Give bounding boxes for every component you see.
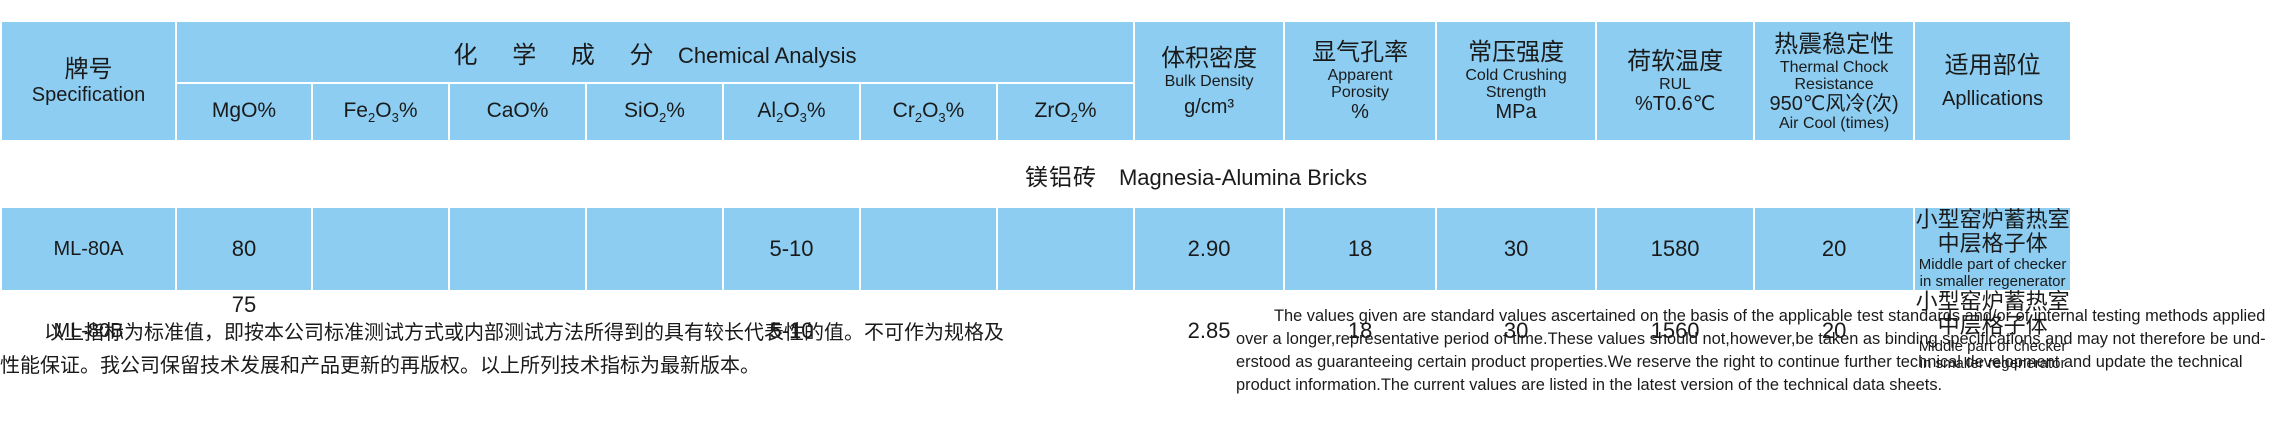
header-density-unit: g/cm³	[1184, 95, 1235, 118]
header-porosity-zh: 显气孔率	[1312, 39, 1409, 66]
header-porosity-unit: %	[1351, 101, 1369, 123]
cell-strength: 30	[1436, 290, 1597, 372]
header-rul-en: RUL	[1659, 75, 1692, 93]
cell-mgo: 75	[176, 290, 312, 372]
cell-zro2	[997, 290, 1135, 372]
cell-rul: 1560	[1596, 290, 1755, 372]
header-thermal-cond: 950℃风冷(次)	[1769, 92, 1899, 115]
cell-fe2o3	[311, 208, 450, 290]
cell-application: 小型窑炉蓄热室中层格子体 Middle part of checker in s…	[1914, 290, 2072, 372]
header-porosity-en2: Porosity	[1331, 84, 1389, 101]
cell-porosity: 18	[1283, 208, 1438, 290]
cell-strength: 30	[1435, 208, 1598, 290]
header-sio2: SiO2%	[585, 82, 724, 142]
header-cold-crushing-strength: 常压强度 Cold Crushing Strength MPa	[1435, 20, 1598, 142]
disclaimer-chinese: 以上指标为标准值，即按本公司标准测试方式或内部测试方法所得到的具有较长代表性的值…	[0, 320, 1004, 377]
header-row-elements: MgO% Fe2O3% CaO% SiO2% Al2O3% Cr2O3% ZrO…	[1, 82, 2290, 142]
header-thermal-zh: 热震稳定性	[1774, 30, 1895, 58]
header-strength-zh: 常压强度	[1468, 39, 1565, 66]
table-row: ML-80A 80 5-10 2.90 18 30 1580 20 小型窑炉蓄热…	[0, 208, 2290, 290]
disclaimer-english: The values given are standard values asc…	[1236, 307, 2266, 394]
cell-app-en: Middle part of checker in smaller regene…	[1918, 338, 2067, 372]
spec-table: 牌号 Specification 化 学 成 分 Chemical Analys…	[0, 20, 2290, 372]
header-strength-unit: MPa	[1495, 101, 1537, 123]
header-porosity-en1: Apparent	[1327, 67, 1393, 84]
header-density-en: Bulk Density	[1164, 72, 1254, 90]
header-chem-zh: 化 学 成 分	[453, 41, 668, 69]
header-applications: 适用部位 Apllications	[1913, 20, 2073, 142]
header-strength-en2: Strength	[1485, 84, 1547, 101]
cell-thermal: 20	[1753, 208, 1916, 290]
header-thermal-en2: Resistance	[1794, 75, 1874, 93]
cell-thermal: 20	[1754, 290, 1915, 372]
header-specification: 牌号 Specification	[0, 20, 177, 142]
header-rul-unit: %T0.6℃	[1634, 92, 1716, 115]
header-bulk-density: 体积密度 Bulk Density g/cm³	[1133, 20, 1286, 142]
table-row: ML-80B 75 5-10 2.85 18 30 1560 20 小型窑炉蓄热…	[1, 290, 2290, 372]
group-row: 镁铝砖 Magnesia-Alumina Bricks	[1, 141, 2290, 208]
header-strength-en1: Cold Crushing	[1465, 67, 1567, 84]
header-rul: 荷软温度 RUL %T0.6℃	[1595, 20, 1756, 142]
cell-sio2	[585, 208, 724, 290]
group-name-en: Magnesia-Alumina Bricks	[1118, 165, 1368, 190]
header-mgo: MgO%	[175, 82, 313, 142]
cell-density: 2.90	[1133, 208, 1286, 290]
header-cao: CaO%	[448, 82, 587, 142]
cell-mgo: 80	[175, 208, 313, 290]
group-name-zh: 镁铝砖	[1024, 164, 1097, 190]
header-spec-en: Specification	[31, 84, 146, 106]
header-app-zh: 适用部位	[1944, 52, 2041, 79]
cell-spec: ML-80A	[0, 208, 177, 290]
cell-application: 小型窑炉蓄热室中层格子体 Middle part of checker in s…	[1913, 208, 2073, 290]
header-fe2o3: Fe2O3%	[311, 82, 450, 142]
cell-app-zh: 小型窑炉蓄热室中层格子体	[1915, 290, 2070, 338]
header-chem-en: Chemical Analysis	[678, 42, 857, 68]
header-thermal-en1: Thermal Chock	[1779, 58, 1889, 76]
cell-al2o3: 5-10	[722, 208, 861, 290]
cell-spec: ML-80B	[1, 290, 176, 372]
cell-fe2o3	[312, 290, 449, 372]
header-thermal-shock: 热震稳定性 Thermal Chock Resistance 950℃风冷(次)…	[1753, 20, 1916, 142]
group-title: 镁铝砖 Magnesia-Alumina Bricks	[1, 141, 2290, 208]
header-row-top: 牌号 Specification 化 学 成 分 Chemical Analys…	[0, 20, 2290, 142]
cell-density: 2.85	[1134, 290, 1285, 372]
header-spec-zh: 牌号	[64, 56, 113, 83]
header-rul-zh: 荷软温度	[1627, 47, 1724, 75]
header-chemical-analysis: 化 学 成 分 Chemical Analysis	[174, 20, 1136, 84]
header-density-zh: 体积密度	[1161, 44, 1258, 72]
cell-app-en: Middle part of checker in smaller regene…	[1918, 256, 2067, 290]
cell-cr2o3	[859, 208, 998, 290]
header-cr2o3: Cr2O3%	[859, 82, 998, 142]
cell-cao	[448, 208, 587, 290]
cell-sio2	[586, 290, 723, 372]
cell-porosity: 18	[1284, 290, 1437, 372]
cell-app-zh: 小型窑炉蓄热室中层格子体	[1915, 208, 2070, 256]
cell-rul: 1580	[1595, 208, 1756, 290]
cell-cr2o3	[860, 290, 997, 372]
header-al2o3: Al2O3%	[722, 82, 861, 142]
header-zro2: ZrO2%	[995, 82, 1136, 142]
header-apparent-porosity: 显气孔率 Apparent Porosity %	[1283, 20, 1438, 142]
header-thermal-en3: Air Cool (times)	[1778, 114, 1890, 132]
header-app-en: Apllications	[1941, 88, 2044, 110]
cell-cao	[449, 290, 586, 372]
cell-zro2	[995, 208, 1136, 290]
cell-al2o3: 5-10	[723, 290, 860, 372]
